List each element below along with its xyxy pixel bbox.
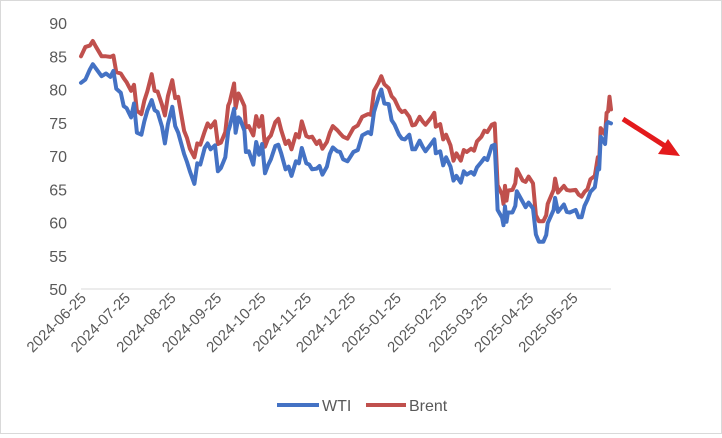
y-tick-label: 70 [49, 149, 67, 166]
x-axis-tick-labels: 2024-06-252024-07-252024-08-252024-09-25… [24, 290, 582, 356]
y-tick-label: 90 [49, 16, 67, 33]
y-tick-label: 55 [49, 249, 67, 266]
series-line-brent [79, 39, 613, 224]
y-tick-label: 65 [49, 182, 67, 199]
y-tick-label: 80 [49, 83, 67, 100]
y-tick-label: 60 [49, 216, 67, 233]
arrow-head [658, 139, 680, 156]
series-layer [79, 39, 613, 244]
y-tick-label: 85 [49, 49, 67, 66]
trend-arrow-annotation [621, 116, 680, 156]
y-axis-tick-labels: 90 85 80 75 70 65 60 55 50 [49, 16, 67, 299]
y-tick-label: 50 [49, 282, 67, 299]
legend-label-wti: WTI [322, 398, 351, 415]
legend-label-brent: Brent [409, 398, 448, 415]
y-tick-label: 75 [49, 116, 67, 133]
series-line-wti [79, 62, 613, 244]
legend: WTI Brent [277, 398, 448, 415]
arrow-shaft [621, 116, 667, 149]
